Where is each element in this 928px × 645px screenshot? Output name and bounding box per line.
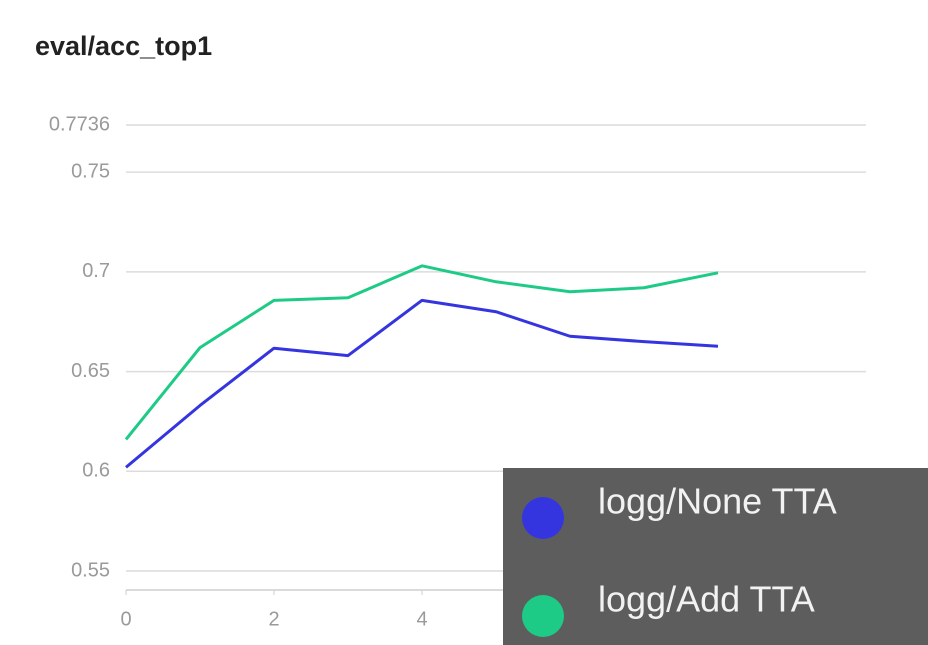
chart-title: eval/acc_top1 bbox=[35, 31, 212, 61]
y-tick-label: 0.55 bbox=[71, 559, 110, 581]
x-tick-label: 0 bbox=[120, 608, 131, 630]
y-tick-label: 0.65 bbox=[71, 360, 110, 382]
x-tick-label: 2 bbox=[268, 608, 279, 630]
legend-label: logg/Add TTA bbox=[598, 579, 815, 620]
y-tick-label: 0.6 bbox=[82, 460, 110, 482]
legend: logg/None TTA logg/Add TTA bbox=[503, 468, 928, 645]
y-tick-label: 0.7 bbox=[82, 260, 110, 282]
legend-label: logg/None TTA bbox=[598, 481, 837, 522]
legend-swatch bbox=[522, 595, 564, 637]
series-line bbox=[124, 264, 719, 441]
legend-swatch bbox=[522, 497, 564, 539]
x-tick-label: 4 bbox=[416, 608, 427, 630]
legend-box bbox=[503, 468, 928, 645]
y-tick-label: 0.7736 bbox=[49, 113, 110, 135]
y-tick-label: 0.75 bbox=[71, 160, 110, 182]
series-line bbox=[125, 298, 719, 469]
